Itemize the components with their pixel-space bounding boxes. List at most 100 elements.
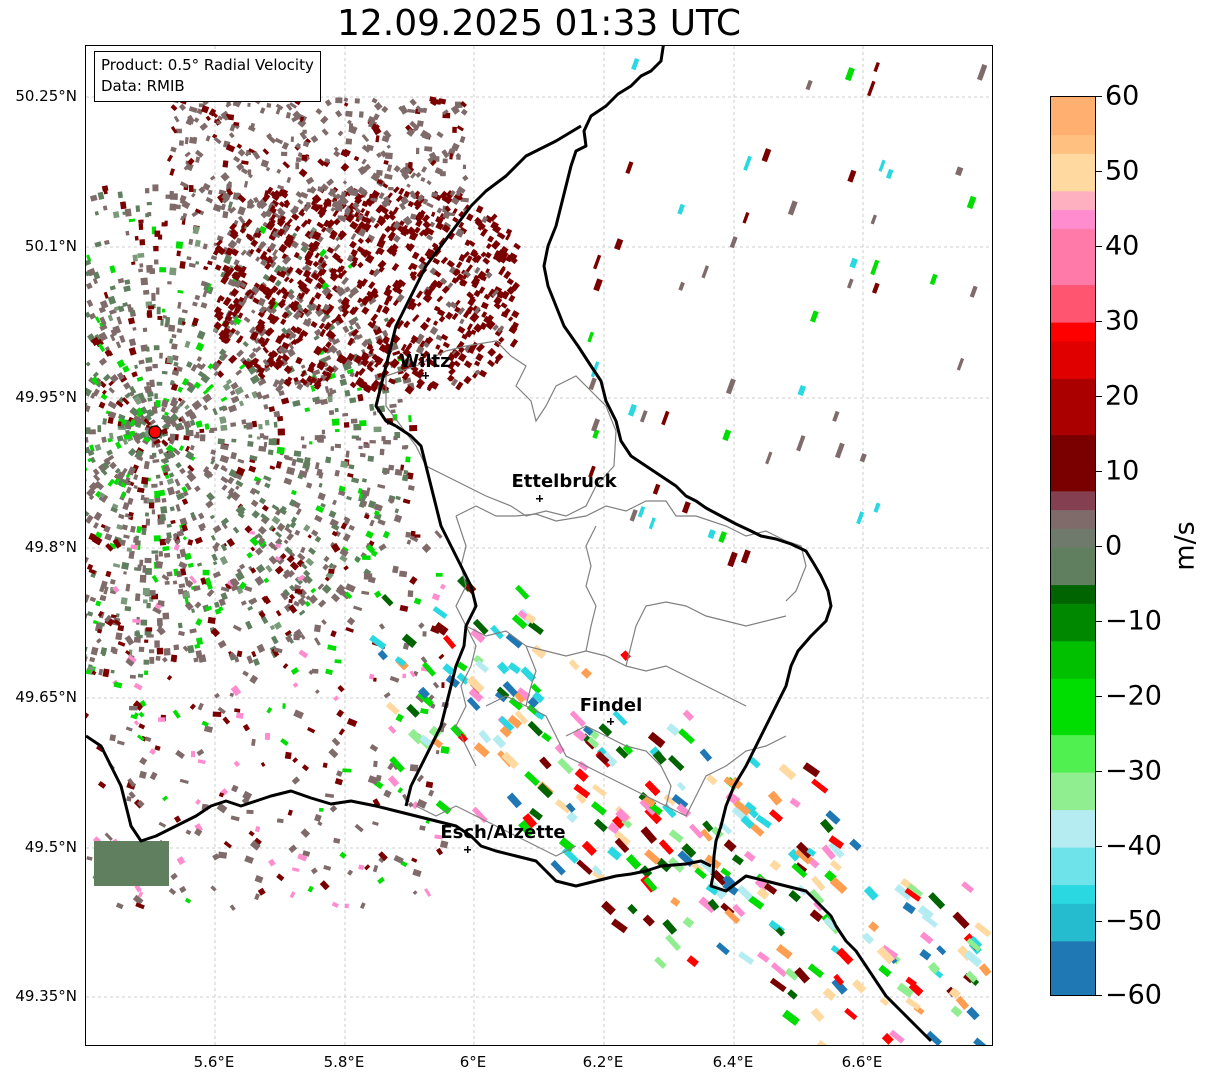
radar-echo bbox=[347, 472, 354, 478]
radar-echo bbox=[239, 227, 247, 234]
radar-echo bbox=[460, 197, 469, 203]
radar-echo bbox=[870, 259, 880, 276]
radar-echo bbox=[218, 295, 225, 302]
radar-echo bbox=[378, 543, 387, 552]
radar-echo bbox=[249, 840, 261, 851]
radar-echo bbox=[259, 107, 266, 114]
radar-echo bbox=[267, 135, 277, 144]
radar-echo bbox=[288, 301, 298, 311]
radar-echo bbox=[878, 159, 886, 172]
radar-echo bbox=[195, 156, 201, 163]
radar-echo bbox=[239, 363, 246, 370]
radar-echo bbox=[402, 445, 407, 450]
radar-echo bbox=[598, 723, 613, 737]
radar-echo bbox=[220, 475, 229, 484]
radar-echo bbox=[267, 351, 276, 360]
radar-echo bbox=[352, 201, 360, 210]
map-frame[interactable] bbox=[85, 45, 993, 1046]
radar-echo bbox=[477, 222, 485, 231]
radar-echo bbox=[401, 474, 409, 482]
radar-echo bbox=[123, 285, 131, 292]
radar-echo bbox=[98, 331, 108, 342]
canton-borders bbox=[385, 340, 807, 857]
radar-echo bbox=[505, 633, 523, 649]
radar-echo bbox=[498, 248, 508, 258]
radar-echo bbox=[286, 466, 296, 476]
lat-label: 50.1°N bbox=[24, 237, 77, 255]
radar-echo bbox=[235, 237, 242, 244]
radar-echo bbox=[401, 633, 418, 649]
radar-echo bbox=[191, 751, 195, 758]
radar-echo bbox=[400, 860, 408, 868]
radar-echo bbox=[96, 377, 102, 383]
radar-echo bbox=[727, 551, 738, 568]
radar-echo bbox=[346, 718, 358, 727]
radar-echo bbox=[297, 198, 304, 205]
radar-echo bbox=[222, 716, 231, 725]
radar-echo bbox=[435, 572, 443, 577]
radar-echo bbox=[322, 563, 330, 571]
radar-echo bbox=[333, 695, 340, 702]
radar-echo bbox=[319, 880, 330, 891]
radar-echo bbox=[179, 517, 188, 527]
radar-echo bbox=[844, 67, 855, 82]
radar-echo bbox=[218, 348, 227, 357]
radar-echo bbox=[151, 292, 156, 301]
radar-echo bbox=[249, 531, 256, 535]
radar-echo bbox=[339, 269, 348, 278]
radar-echo bbox=[163, 648, 171, 656]
radar-echo bbox=[671, 794, 689, 810]
lon-label: 6.4°E bbox=[712, 1053, 754, 1071]
radar-echo bbox=[345, 185, 356, 196]
radar-echo bbox=[205, 500, 214, 509]
radar-echo bbox=[467, 306, 474, 315]
radar-echo bbox=[376, 338, 384, 346]
radar-echo bbox=[125, 429, 130, 436]
radar-echo bbox=[336, 286, 347, 297]
radar-echo bbox=[363, 573, 373, 580]
radar-echo bbox=[451, 312, 459, 321]
radar-echo bbox=[303, 264, 312, 273]
colorbar-tick bbox=[1096, 246, 1102, 247]
radar-echo bbox=[172, 580, 178, 585]
radar-echo bbox=[181, 498, 189, 506]
radar-echo bbox=[86, 387, 92, 397]
radar-echo bbox=[89, 194, 98, 202]
radar-echo bbox=[255, 247, 262, 254]
radar-echo bbox=[388, 212, 396, 221]
radar-echo bbox=[410, 530, 416, 537]
radar-echo bbox=[389, 756, 405, 773]
radar-echo bbox=[115, 400, 124, 408]
radar-echo bbox=[235, 337, 243, 344]
map-canvas[interactable] bbox=[86, 46, 993, 1046]
radar-echo bbox=[158, 717, 166, 722]
radar-echo bbox=[350, 328, 360, 337]
radar-echo bbox=[94, 490, 103, 498]
radar-echo bbox=[796, 841, 813, 859]
radar-echo bbox=[490, 624, 504, 640]
radar-echo bbox=[364, 864, 371, 871]
radar-echo bbox=[457, 325, 466, 334]
radar-echo bbox=[333, 837, 341, 844]
radar-echo bbox=[142, 289, 150, 295]
radar-echo bbox=[344, 591, 353, 600]
radar-echo bbox=[251, 420, 258, 428]
radar-echo bbox=[458, 346, 465, 354]
radar-echo bbox=[132, 327, 137, 331]
radar-echo bbox=[249, 248, 255, 255]
radar-echo bbox=[115, 613, 120, 618]
radar-echo bbox=[202, 182, 211, 191]
radar-echo bbox=[373, 510, 380, 516]
lat-label: 49.95°N bbox=[15, 388, 77, 406]
radar-echo bbox=[365, 530, 374, 539]
radar-echo bbox=[294, 225, 301, 233]
radar-echo bbox=[449, 153, 453, 160]
radar-echo bbox=[441, 149, 450, 159]
radar-echo bbox=[305, 176, 315, 185]
radar-echo bbox=[246, 201, 253, 209]
radar-echo bbox=[229, 389, 236, 396]
radar-echo bbox=[249, 487, 257, 495]
radar-echo bbox=[144, 557, 152, 564]
radar-echo bbox=[331, 252, 341, 262]
radar-echo bbox=[301, 266, 307, 271]
